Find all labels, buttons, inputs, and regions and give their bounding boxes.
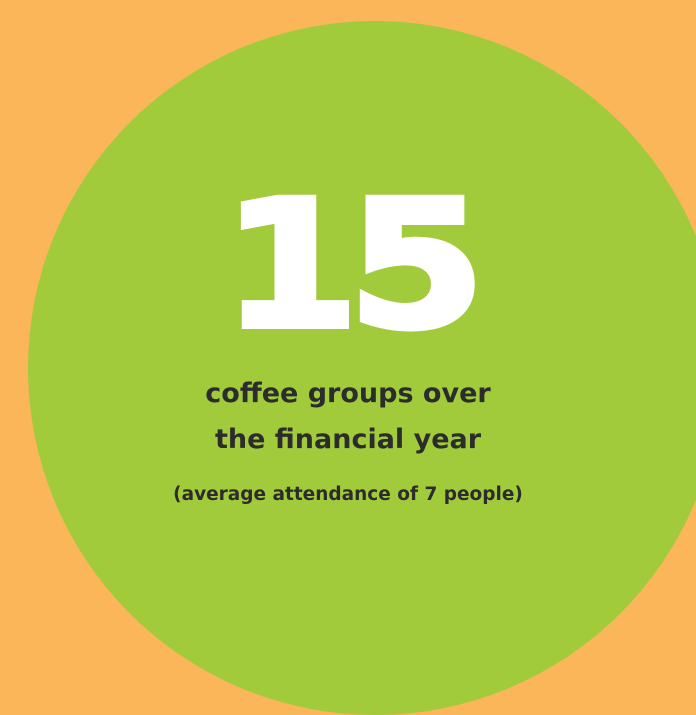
stat-block: 15 coffee groups over the financial year… [173,163,523,506]
stat-description-line-1: coffee groups over [205,378,491,409]
stat-number: 15 [219,163,489,368]
green-circle-background [28,21,696,715]
stat-description-line-2: the financial year [214,424,482,455]
stat-note: (average attendance of 7 people) [173,484,523,505]
